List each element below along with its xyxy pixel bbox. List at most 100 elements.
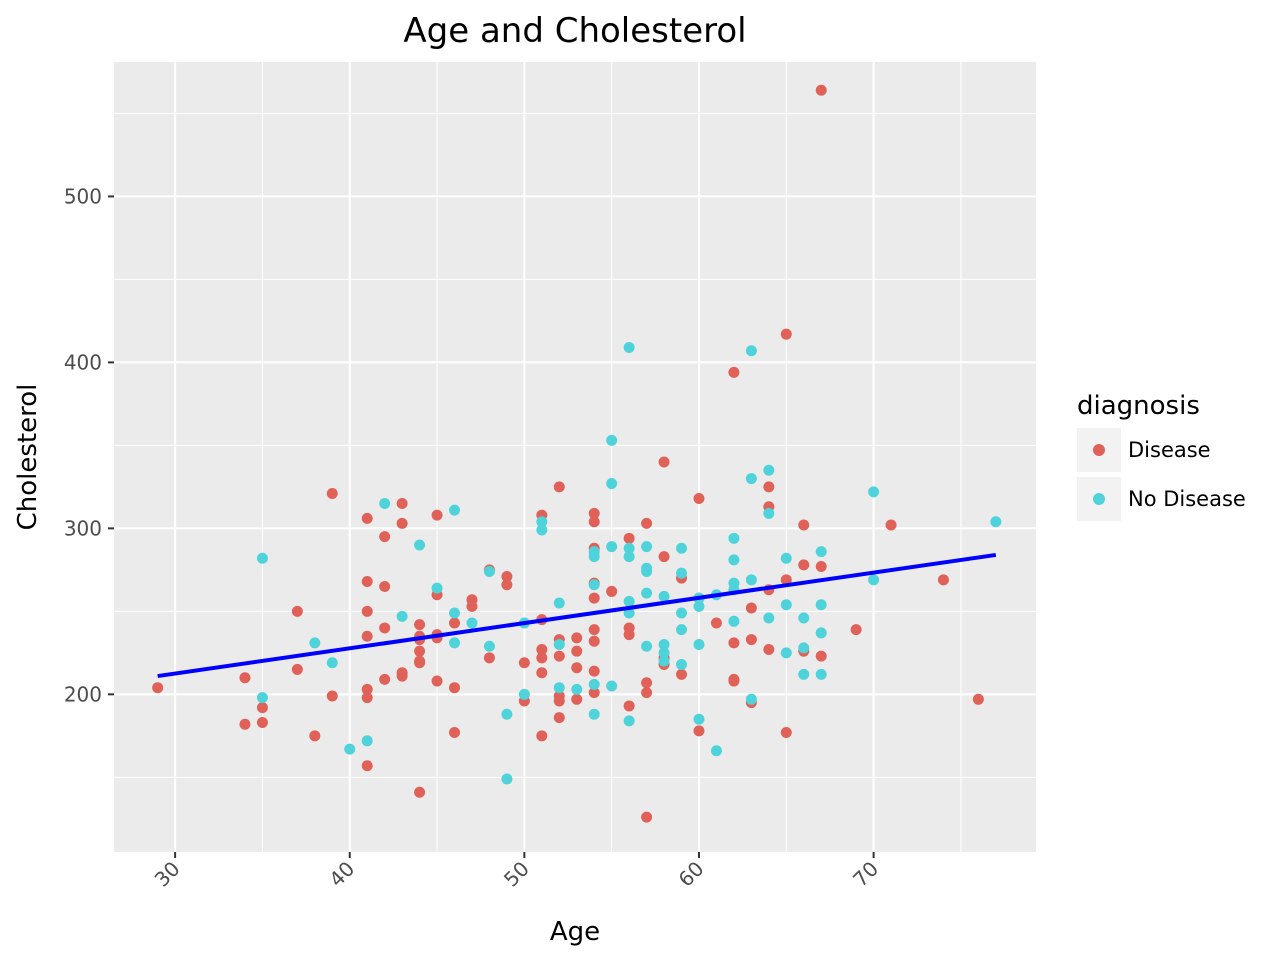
point-disease xyxy=(361,692,373,704)
point-disease xyxy=(414,645,426,657)
point-no-disease xyxy=(588,678,600,690)
point-disease xyxy=(379,673,391,685)
point-disease xyxy=(623,700,635,712)
point-disease xyxy=(379,531,391,543)
point-no-disease xyxy=(763,507,775,519)
point-no-disease xyxy=(658,590,670,602)
x-tick-label: 40 xyxy=(324,857,359,892)
point-disease xyxy=(553,695,565,707)
point-disease xyxy=(449,727,461,739)
legend: diagnosis Disease No Disease xyxy=(1077,391,1246,521)
point-no-disease xyxy=(641,566,653,578)
point-no-disease xyxy=(815,546,827,558)
point-disease xyxy=(658,456,670,468)
point-disease xyxy=(501,570,513,582)
point-disease xyxy=(536,652,548,664)
point-disease xyxy=(536,667,548,679)
point-disease xyxy=(728,366,740,378)
point-no-disease xyxy=(658,647,670,659)
point-disease xyxy=(379,622,391,634)
point-disease xyxy=(710,617,722,629)
point-disease xyxy=(553,481,565,493)
point-disease xyxy=(780,727,792,739)
point-disease xyxy=(641,687,653,699)
point-no-disease xyxy=(676,542,688,554)
point-disease xyxy=(588,592,600,604)
point-no-disease xyxy=(623,542,635,554)
y-axis: 200 300 400 500 xyxy=(64,184,114,706)
point-disease xyxy=(815,561,827,573)
point-no-disease xyxy=(676,624,688,636)
point-disease xyxy=(414,786,426,798)
point-no-disease xyxy=(728,615,740,627)
point-no-disease xyxy=(588,708,600,720)
point-no-disease xyxy=(745,473,757,485)
point-no-disease xyxy=(256,692,268,704)
point-disease xyxy=(553,650,565,662)
point-disease xyxy=(972,693,984,705)
point-disease xyxy=(152,682,164,694)
point-disease xyxy=(623,532,635,544)
point-disease xyxy=(291,605,303,617)
point-no-disease xyxy=(693,600,705,612)
trend-line xyxy=(157,552,997,679)
point-disease xyxy=(763,644,775,656)
point-no-disease xyxy=(815,627,827,639)
point-no-disease xyxy=(780,552,792,564)
point-disease xyxy=(414,657,426,669)
point-no-disease xyxy=(431,582,443,594)
point-no-disease xyxy=(536,516,548,528)
x-tick-label: 50 xyxy=(499,857,534,892)
point-no-disease xyxy=(780,599,792,611)
point-no-disease xyxy=(676,658,688,670)
point-disease xyxy=(291,663,303,675)
point-no-disease xyxy=(763,612,775,624)
point-no-disease xyxy=(606,478,618,490)
point-disease xyxy=(745,634,757,646)
point-no-disease xyxy=(623,715,635,727)
point-no-disease xyxy=(256,552,268,564)
chart-title: Age and Cholesterol xyxy=(403,11,746,51)
point-disease xyxy=(798,519,810,531)
point-no-disease xyxy=(588,579,600,591)
point-no-disease xyxy=(641,640,653,652)
point-disease xyxy=(745,602,757,614)
point-disease xyxy=(693,725,705,737)
point-disease xyxy=(815,84,827,96)
point-no-disease xyxy=(693,639,705,651)
x-axis: 30 40 50 60 70 xyxy=(150,852,883,892)
point-no-disease xyxy=(606,434,618,446)
point-disease xyxy=(396,670,408,682)
point-no-disease xyxy=(798,668,810,680)
point-no-disease xyxy=(361,735,373,747)
point-disease xyxy=(571,693,583,705)
y-tick-label: 500 xyxy=(64,184,102,208)
point-no-disease xyxy=(309,637,321,649)
point-no-disease xyxy=(571,683,583,695)
point-disease xyxy=(571,632,583,644)
scatter-points xyxy=(152,84,1002,823)
point-disease xyxy=(780,328,792,340)
point-disease xyxy=(623,629,635,641)
point-no-disease xyxy=(326,657,338,669)
point-disease xyxy=(763,481,775,493)
point-no-disease xyxy=(501,773,513,785)
trend-line-group xyxy=(157,552,997,679)
point-disease xyxy=(501,579,513,591)
point-disease xyxy=(396,497,408,509)
point-disease xyxy=(780,574,792,586)
point-disease xyxy=(518,657,530,669)
point-disease xyxy=(641,677,653,689)
x-axis-title: Age xyxy=(550,917,600,947)
point-no-disease xyxy=(606,541,618,553)
point-disease xyxy=(728,637,740,649)
point-disease xyxy=(571,662,583,674)
point-no-disease xyxy=(745,574,757,586)
point-no-disease xyxy=(449,504,461,516)
point-disease xyxy=(571,645,583,657)
point-disease xyxy=(256,717,268,729)
point-no-disease xyxy=(518,688,530,700)
point-disease xyxy=(885,519,897,531)
point-no-disease xyxy=(536,524,548,536)
point-disease xyxy=(396,517,408,529)
